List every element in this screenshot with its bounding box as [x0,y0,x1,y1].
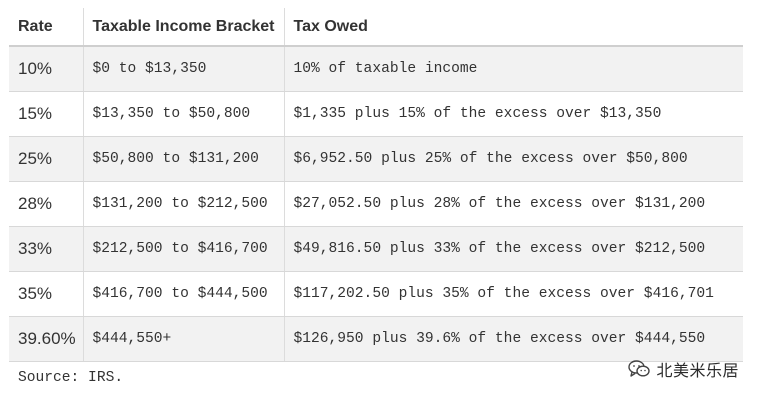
bracket-cell: $13,350 to $50,800 [83,91,285,137]
rate-cell: 25% [9,136,84,182]
bracket-cell: $444,550+ [83,316,285,362]
rate-cell: 33% [9,226,84,272]
bracket-cell: $416,700 to $444,500 [83,271,285,317]
wechat-icon [628,360,651,377]
table-row: 28% $131,200 to $212,500 $27,052.50 plus… [9,181,743,227]
tax-owed-cell: $126,950 plus 39.6% of the excess over $… [284,316,743,362]
rate-cell: 28% [9,181,84,227]
watermark-text: 北美米乐居 [656,361,739,380]
bracket-cell: $212,500 to $416,700 [83,226,285,272]
table-row: 33% $212,500 to $416,700 $49,816.50 plus… [9,226,743,272]
header-rate: Rate [9,8,84,47]
tax-owed-cell: $49,816.50 plus 33% of the excess over $… [284,226,743,272]
rate-cell: 35% [9,271,84,317]
tax-brackets-table: Rate Taxable Income Bracket Tax Owed 10%… [9,8,743,362]
bracket-cell: $131,200 to $212,500 [83,181,285,227]
bracket-cell: $0 to $13,350 [83,46,285,92]
header-tax-owed: Tax Owed [284,8,743,47]
tax-owed-cell: 10% of taxable income [284,46,743,92]
table-header: Rate Taxable Income Bracket Tax Owed [9,8,743,47]
table-row: 39.60% $444,550+ $126,950 plus 39.6% of … [9,316,743,362]
rate-cell: 15% [9,91,84,137]
source-note: Source: IRS. [18,370,124,386]
table-row: 35% $416,700 to $444,500 $117,202.50 plu… [9,271,743,317]
tax-owed-cell: $6,952.50 plus 25% of the excess over $5… [284,136,743,182]
table-row: 25% $50,800 to $131,200 $6,952.50 plus 2… [9,136,743,182]
rate-cell: 10% [9,46,84,92]
tax-owed-cell: $117,202.50 plus 35% of the excess over … [284,271,743,317]
table-body: 10% $0 to $13,350 10% of taxable income … [9,46,743,362]
watermark: 北美米乐居 [628,357,739,381]
header-row: Rate Taxable Income Bracket Tax Owed [9,8,743,47]
tax-owed-cell: $27,052.50 plus 28% of the excess over $… [284,181,743,227]
table-row: 15% $13,350 to $50,800 $1,335 plus 15% o… [9,91,743,137]
table-row: 10% $0 to $13,350 10% of taxable income [9,46,743,92]
rate-cell: 39.60% [9,316,84,362]
bracket-cell: $50,800 to $131,200 [83,136,285,182]
tax-owed-cell: $1,335 plus 15% of the excess over $13,3… [284,91,743,137]
header-taxable-income-bracket: Taxable Income Bracket [83,8,285,47]
